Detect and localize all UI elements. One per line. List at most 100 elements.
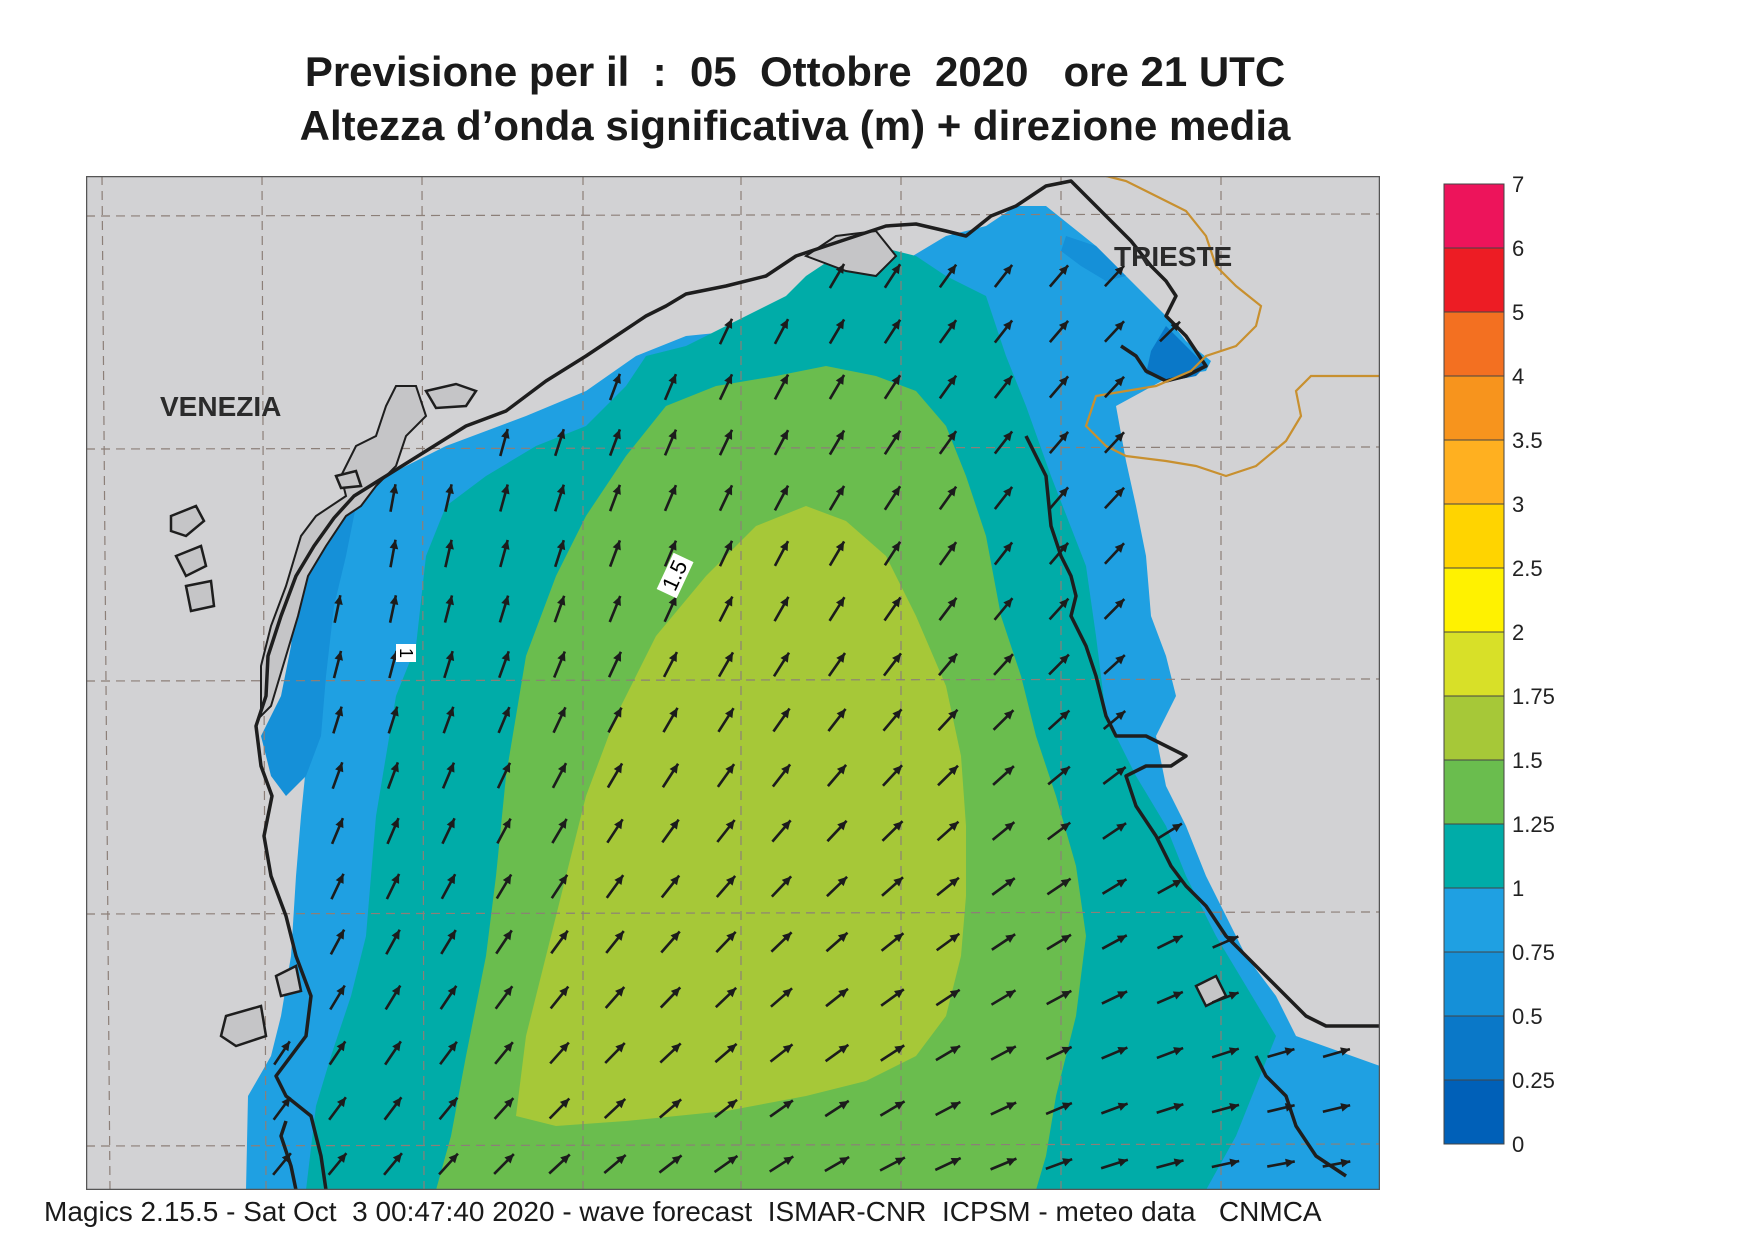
direction-arrow-head <box>1173 1047 1184 1056</box>
direction-arrow-head <box>447 874 456 885</box>
legend-label: 0.75 <box>1512 940 1555 965</box>
direction-arrow-head <box>1004 878 1015 888</box>
wave-direction-arrows <box>272 263 1351 1176</box>
direction-arrow-head <box>1005 1046 1016 1055</box>
direction-arrow-head <box>669 707 678 718</box>
variable-title: Altezza d’onda significativa (m) + direz… <box>299 102 1291 149</box>
direction-arrow-head <box>392 1041 401 1052</box>
direction-arrow-head <box>336 985 345 996</box>
direction-arrow-head <box>391 985 401 996</box>
direction-arrow-head <box>1003 542 1013 553</box>
direction-arrow-head <box>668 596 677 607</box>
direction-arrow-head <box>780 596 789 607</box>
direction-arrow-head <box>1062 1158 1073 1167</box>
legend-swatch-7 <box>1443 631 1505 697</box>
direction-arrow-head <box>1114 432 1125 442</box>
legend-swatch-4 <box>1443 823 1505 889</box>
direction-arrow-head <box>727 1099 738 1109</box>
direction-arrow-head <box>948 765 958 776</box>
direction-arrow-head <box>1229 1102 1240 1112</box>
direction-arrow-head <box>1003 320 1013 331</box>
colour-scale-legend: 0 0.25 0.5 0.75 1 1.25 1.5 1.75 2 2.5 3 3.5 4 5 6 7 <box>1443 172 1555 1157</box>
direction-arrow-head <box>389 539 399 550</box>
legend-swatch-2 <box>1443 951 1505 1017</box>
direction-arrow-head <box>613 763 623 774</box>
direction-arrow-head <box>1061 1102 1072 1111</box>
direction-arrow-head <box>670 931 680 942</box>
direction-arrow-head <box>668 652 677 663</box>
direction-arrow-head <box>1340 1158 1351 1168</box>
direction-arrow-head <box>1116 935 1127 944</box>
direction-arrow-head <box>445 595 454 606</box>
sea-band-05-075-west <box>261 506 356 796</box>
direction-arrow-head <box>1172 935 1183 944</box>
direction-arrow-head <box>725 708 734 719</box>
direction-arrow-head <box>612 596 621 607</box>
direction-arrow-head <box>947 431 957 441</box>
direction-arrow-head <box>1059 710 1070 720</box>
direction-arrow-head <box>1228 1047 1239 1056</box>
direction-arrow-head <box>559 1042 569 1053</box>
direction-arrow-head <box>448 1153 458 1164</box>
direction-arrow-head <box>615 1042 625 1053</box>
direction-arrow-head <box>1058 320 1069 331</box>
direction-arrow-head <box>725 819 735 830</box>
direction-arrow-head <box>782 1044 793 1054</box>
direction-arrow-head <box>894 1101 905 1110</box>
direction-arrow-head <box>835 485 845 496</box>
legend-label: 3 <box>1512 492 1524 517</box>
direction-arrow-head <box>781 820 791 831</box>
sea-band-05-075-north <box>1061 236 1126 281</box>
direction-arrow-head <box>612 540 621 551</box>
direction-arrow-head <box>614 931 624 941</box>
direction-arrow-head <box>501 707 510 718</box>
direction-arrow-head <box>557 595 566 606</box>
direction-arrow-head <box>612 429 621 440</box>
direction-arrow-head <box>892 765 903 775</box>
direction-arrow-head <box>335 818 344 829</box>
direction-arrow-head <box>950 1045 961 1055</box>
direction-arrow-head <box>669 819 679 830</box>
legend-swatch-9 <box>1443 503 1505 569</box>
direction-arrow-head <box>1005 990 1016 999</box>
direction-arrow-head <box>502 818 511 829</box>
direction-arrow-head <box>838 1044 849 1054</box>
direction-arrow-head <box>615 1098 626 1109</box>
direction-arrow-head <box>557 763 567 774</box>
direction-arrow-head <box>891 541 901 552</box>
direction-arrow-head <box>1117 991 1128 1000</box>
direction-arrow-head <box>891 486 901 497</box>
direction-arrow-head <box>1058 265 1069 276</box>
forecast-title: Previsione per il : 05 Ottobre 2020 ore … <box>304 48 1286 95</box>
direction-arrow-head <box>835 319 845 330</box>
direction-arrow-head <box>1114 376 1125 387</box>
wave-height-map: 1 1.5 VENEZIA TRIESTE <box>86 176 1380 1190</box>
direction-arrow-head <box>891 264 901 275</box>
direction-arrow-head <box>390 706 399 717</box>
direction-arrow-head <box>1058 487 1069 498</box>
direction-arrow-head <box>724 374 733 385</box>
direction-arrow-head <box>1003 654 1013 664</box>
direction-arrow-head <box>950 1101 961 1111</box>
legend-label: 0 <box>1512 1132 1524 1157</box>
direction-arrow-head <box>392 1153 402 1163</box>
direction-arrow-head <box>281 1097 291 1108</box>
direction-arrow-head <box>559 1098 570 1108</box>
direction-arrow-head <box>1117 1102 1128 1111</box>
direction-arrow-head <box>950 1157 961 1166</box>
direction-arrow-head <box>612 484 621 495</box>
direction-arrow-head <box>1058 542 1069 553</box>
contour-label-1: 1 <box>396 644 416 662</box>
direction-arrow-head <box>724 540 733 551</box>
legend-label: 1.5 <box>1512 748 1543 773</box>
direction-arrow-head <box>780 652 790 663</box>
direction-arrow-head <box>560 1154 570 1164</box>
direction-arrow-head <box>1005 934 1016 943</box>
direction-arrow-head <box>836 653 846 663</box>
direction-arrow-head <box>336 929 345 940</box>
direction-arrow-head <box>893 933 904 943</box>
direction-arrow-head <box>281 1041 290 1052</box>
direction-arrow-head <box>891 319 901 330</box>
direction-arrow-head <box>1173 1102 1184 1112</box>
direction-arrow-head <box>1171 823 1182 833</box>
